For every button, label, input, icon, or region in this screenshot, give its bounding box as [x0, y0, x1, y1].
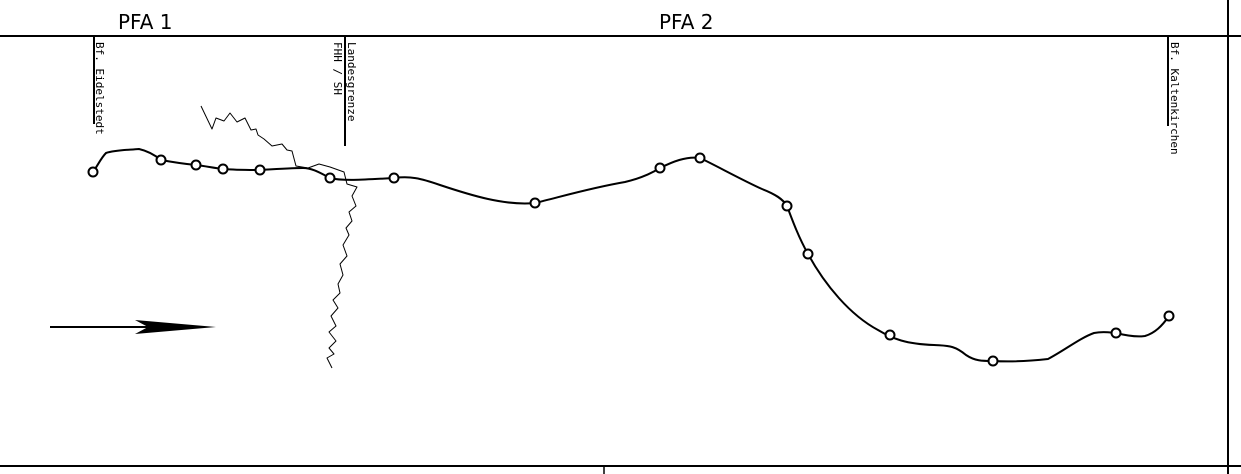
station-marker	[155, 154, 167, 166]
station-marker	[802, 248, 814, 260]
station-marker	[884, 329, 896, 341]
station-marker	[1110, 327, 1122, 339]
stations	[87, 152, 1175, 367]
station-marker	[987, 355, 999, 367]
station-marker	[217, 163, 229, 175]
station-marker	[1163, 310, 1175, 322]
station-marker	[694, 152, 706, 164]
station-marker	[781, 200, 793, 212]
marker-label-kaltenkirchen: Bf. Kaltenkirchen	[1168, 42, 1181, 155]
arrow-right-icon	[50, 320, 216, 334]
station-marker	[388, 172, 400, 184]
state-border-line	[200, 105, 358, 369]
station-marker	[87, 166, 99, 178]
station-marker	[529, 197, 541, 209]
station-marker	[190, 159, 202, 171]
section-label-pfa2: PFA 2	[659, 10, 714, 34]
marker-label-eidelstedt: Bf. Eidelstedt	[93, 42, 106, 135]
marker-label-border-2: FHH / SH	[331, 42, 344, 95]
station-marker	[324, 172, 336, 184]
station-marker	[254, 164, 266, 176]
marker-label-border-1: Landesgrenze	[345, 42, 358, 121]
station-marker	[654, 162, 666, 174]
section-label-pfa1: PFA 1	[118, 10, 173, 34]
railway-route-line	[92, 148, 1170, 363]
